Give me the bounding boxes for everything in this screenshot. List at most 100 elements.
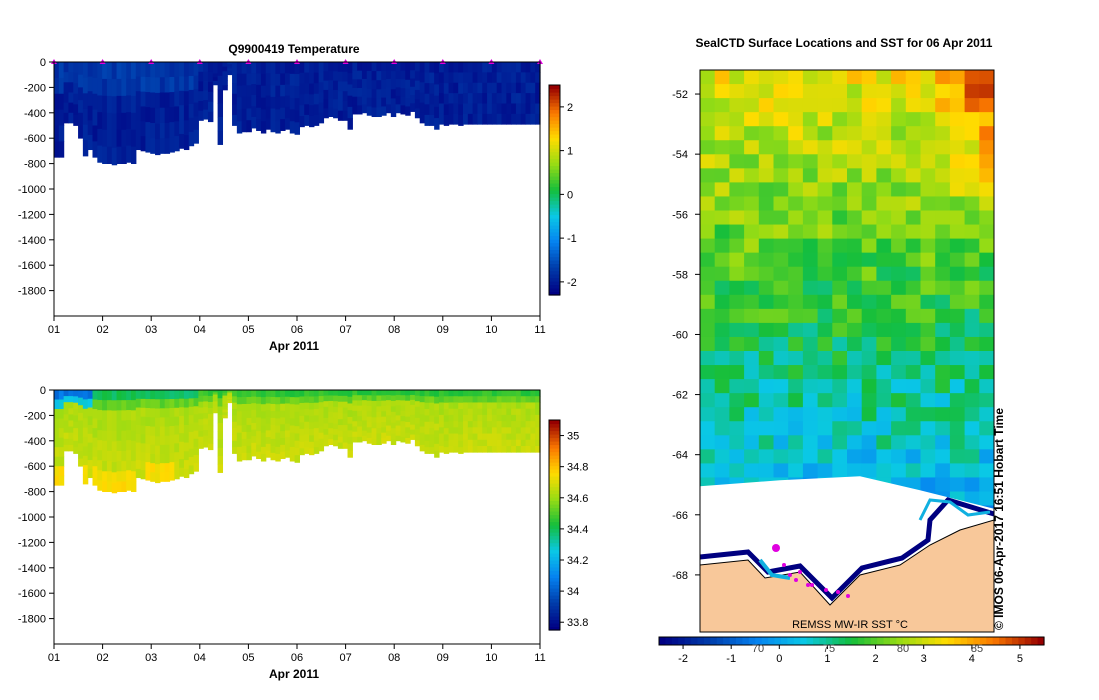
- temperature-cell: [135, 105, 142, 121]
- temperature-cell: [357, 96, 363, 106]
- salinity-cell: [400, 400, 406, 407]
- salinity-cell: [260, 432, 267, 441]
- temperature-cell: [472, 72, 479, 84]
- temperature-cell: [520, 82, 527, 94]
- x-tick-label: 03: [145, 324, 157, 336]
- temperature-cell: [270, 85, 276, 98]
- y-tick-label: -1200: [18, 209, 46, 221]
- temperature-cell: [193, 75, 199, 90]
- salinity-cell: [63, 408, 70, 415]
- temperature-cell: [150, 92, 156, 109]
- temperature-cell: [169, 92, 175, 108]
- salinity-cell: [174, 407, 180, 418]
- temperature-cell: [222, 85, 228, 91]
- colorbar-swatch: [549, 427, 560, 432]
- sst-cell: [817, 365, 833, 380]
- sst-colorbar-swatch: [723, 637, 731, 645]
- sst-cell: [964, 435, 980, 450]
- y-tick-label: -1600: [18, 260, 46, 272]
- salinity-cell: [429, 421, 435, 429]
- salinity-cell: [174, 416, 180, 426]
- salinity-cell: [496, 427, 503, 434]
- temperature-cell: [443, 72, 450, 84]
- salinity-cell: [400, 395, 406, 401]
- sst-cell: [949, 280, 966, 296]
- temperature-cell: [328, 80, 334, 90]
- salinity-cell: [438, 396, 445, 403]
- salinity-cell: [126, 460, 132, 471]
- sst-cell: [920, 379, 936, 394]
- sst-cell: [861, 365, 877, 380]
- colorbar-swatch: [549, 99, 560, 104]
- sst-cell: [714, 435, 730, 450]
- temperature-cell: [145, 77, 151, 93]
- sst-colorbar-swatch: [787, 637, 795, 645]
- sst-cell: [773, 421, 789, 436]
- salinity-cell: [126, 420, 132, 431]
- temperature-cell: [395, 62, 402, 71]
- sst-cell: [817, 393, 833, 408]
- temperature-cell: [280, 84, 286, 97]
- sst-colorbar-swatch: [838, 637, 846, 645]
- salinity-cell: [135, 416, 142, 426]
- temperature-cell: [482, 72, 488, 84]
- sst-cell: [832, 182, 848, 197]
- salinity-cell: [496, 439, 503, 447]
- temperature-cell: [535, 62, 541, 73]
- salinity-cell: [511, 421, 517, 428]
- temperature-cell: [414, 108, 421, 119]
- salinity-cell: [357, 390, 363, 396]
- temperature-cell: [309, 105, 315, 117]
- colorbar-swatch: [549, 591, 560, 596]
- sst-cell: [935, 351, 951, 366]
- salinity-cell: [68, 402, 74, 409]
- salinity-cell: [515, 439, 522, 447]
- temperature-cell: [443, 104, 450, 116]
- sst-cell: [802, 70, 819, 85]
- temperature-cell: [376, 98, 382, 108]
- sst-cell: [788, 84, 804, 99]
- salinity-cell: [443, 402, 450, 410]
- temperature-cell: [352, 96, 358, 106]
- salinity-cell: [424, 390, 430, 397]
- salinity-cell: [251, 436, 257, 444]
- temperature-cell: [102, 129, 108, 148]
- sst-cell: [861, 393, 877, 408]
- salinity-cell: [472, 421, 479, 428]
- sst-cell: [905, 421, 921, 436]
- salinity-cell: [92, 428, 98, 439]
- salinity-cell: [73, 409, 79, 416]
- salinity-cell: [424, 440, 430, 448]
- colorbar-swatch: [549, 186, 560, 191]
- sst-cell: [729, 407, 745, 422]
- salinity-cell: [405, 432, 411, 439]
- temperature-xlabel: Apr 2011: [269, 339, 319, 353]
- salinity-cell: [515, 402, 522, 410]
- temperature-cell: [323, 62, 329, 72]
- salinity-cell: [361, 435, 368, 442]
- sst-cell: [802, 449, 819, 464]
- sst-cell: [832, 98, 848, 113]
- salinity-cell: [140, 425, 147, 435]
- sst-cell: [935, 238, 951, 254]
- sst-colorbar-swatch: [819, 637, 827, 645]
- temperature-cell: [304, 72, 310, 84]
- sst-colorbar-swatch: [915, 637, 923, 645]
- temperature-cell: [222, 75, 228, 82]
- temperature-cell: [203, 81, 209, 91]
- sst-cell: [847, 336, 863, 352]
- salinity-cell: [155, 427, 161, 437]
- sst-cell: [817, 238, 833, 254]
- salinity-cell: [130, 440, 137, 452]
- salinity-cell: [453, 439, 459, 447]
- salinity-cell: [400, 421, 406, 427]
- temperature-cell: [501, 72, 507, 84]
- salinity-cell: [284, 443, 291, 451]
- sst-cell: [802, 322, 819, 338]
- temperature-cell: [232, 72, 238, 84]
- temperature-cell: [366, 106, 373, 116]
- sst-cell: [788, 336, 804, 352]
- temperature-cell: [217, 130, 224, 145]
- temperature-cell: [491, 62, 498, 73]
- salinity-cell: [424, 409, 430, 416]
